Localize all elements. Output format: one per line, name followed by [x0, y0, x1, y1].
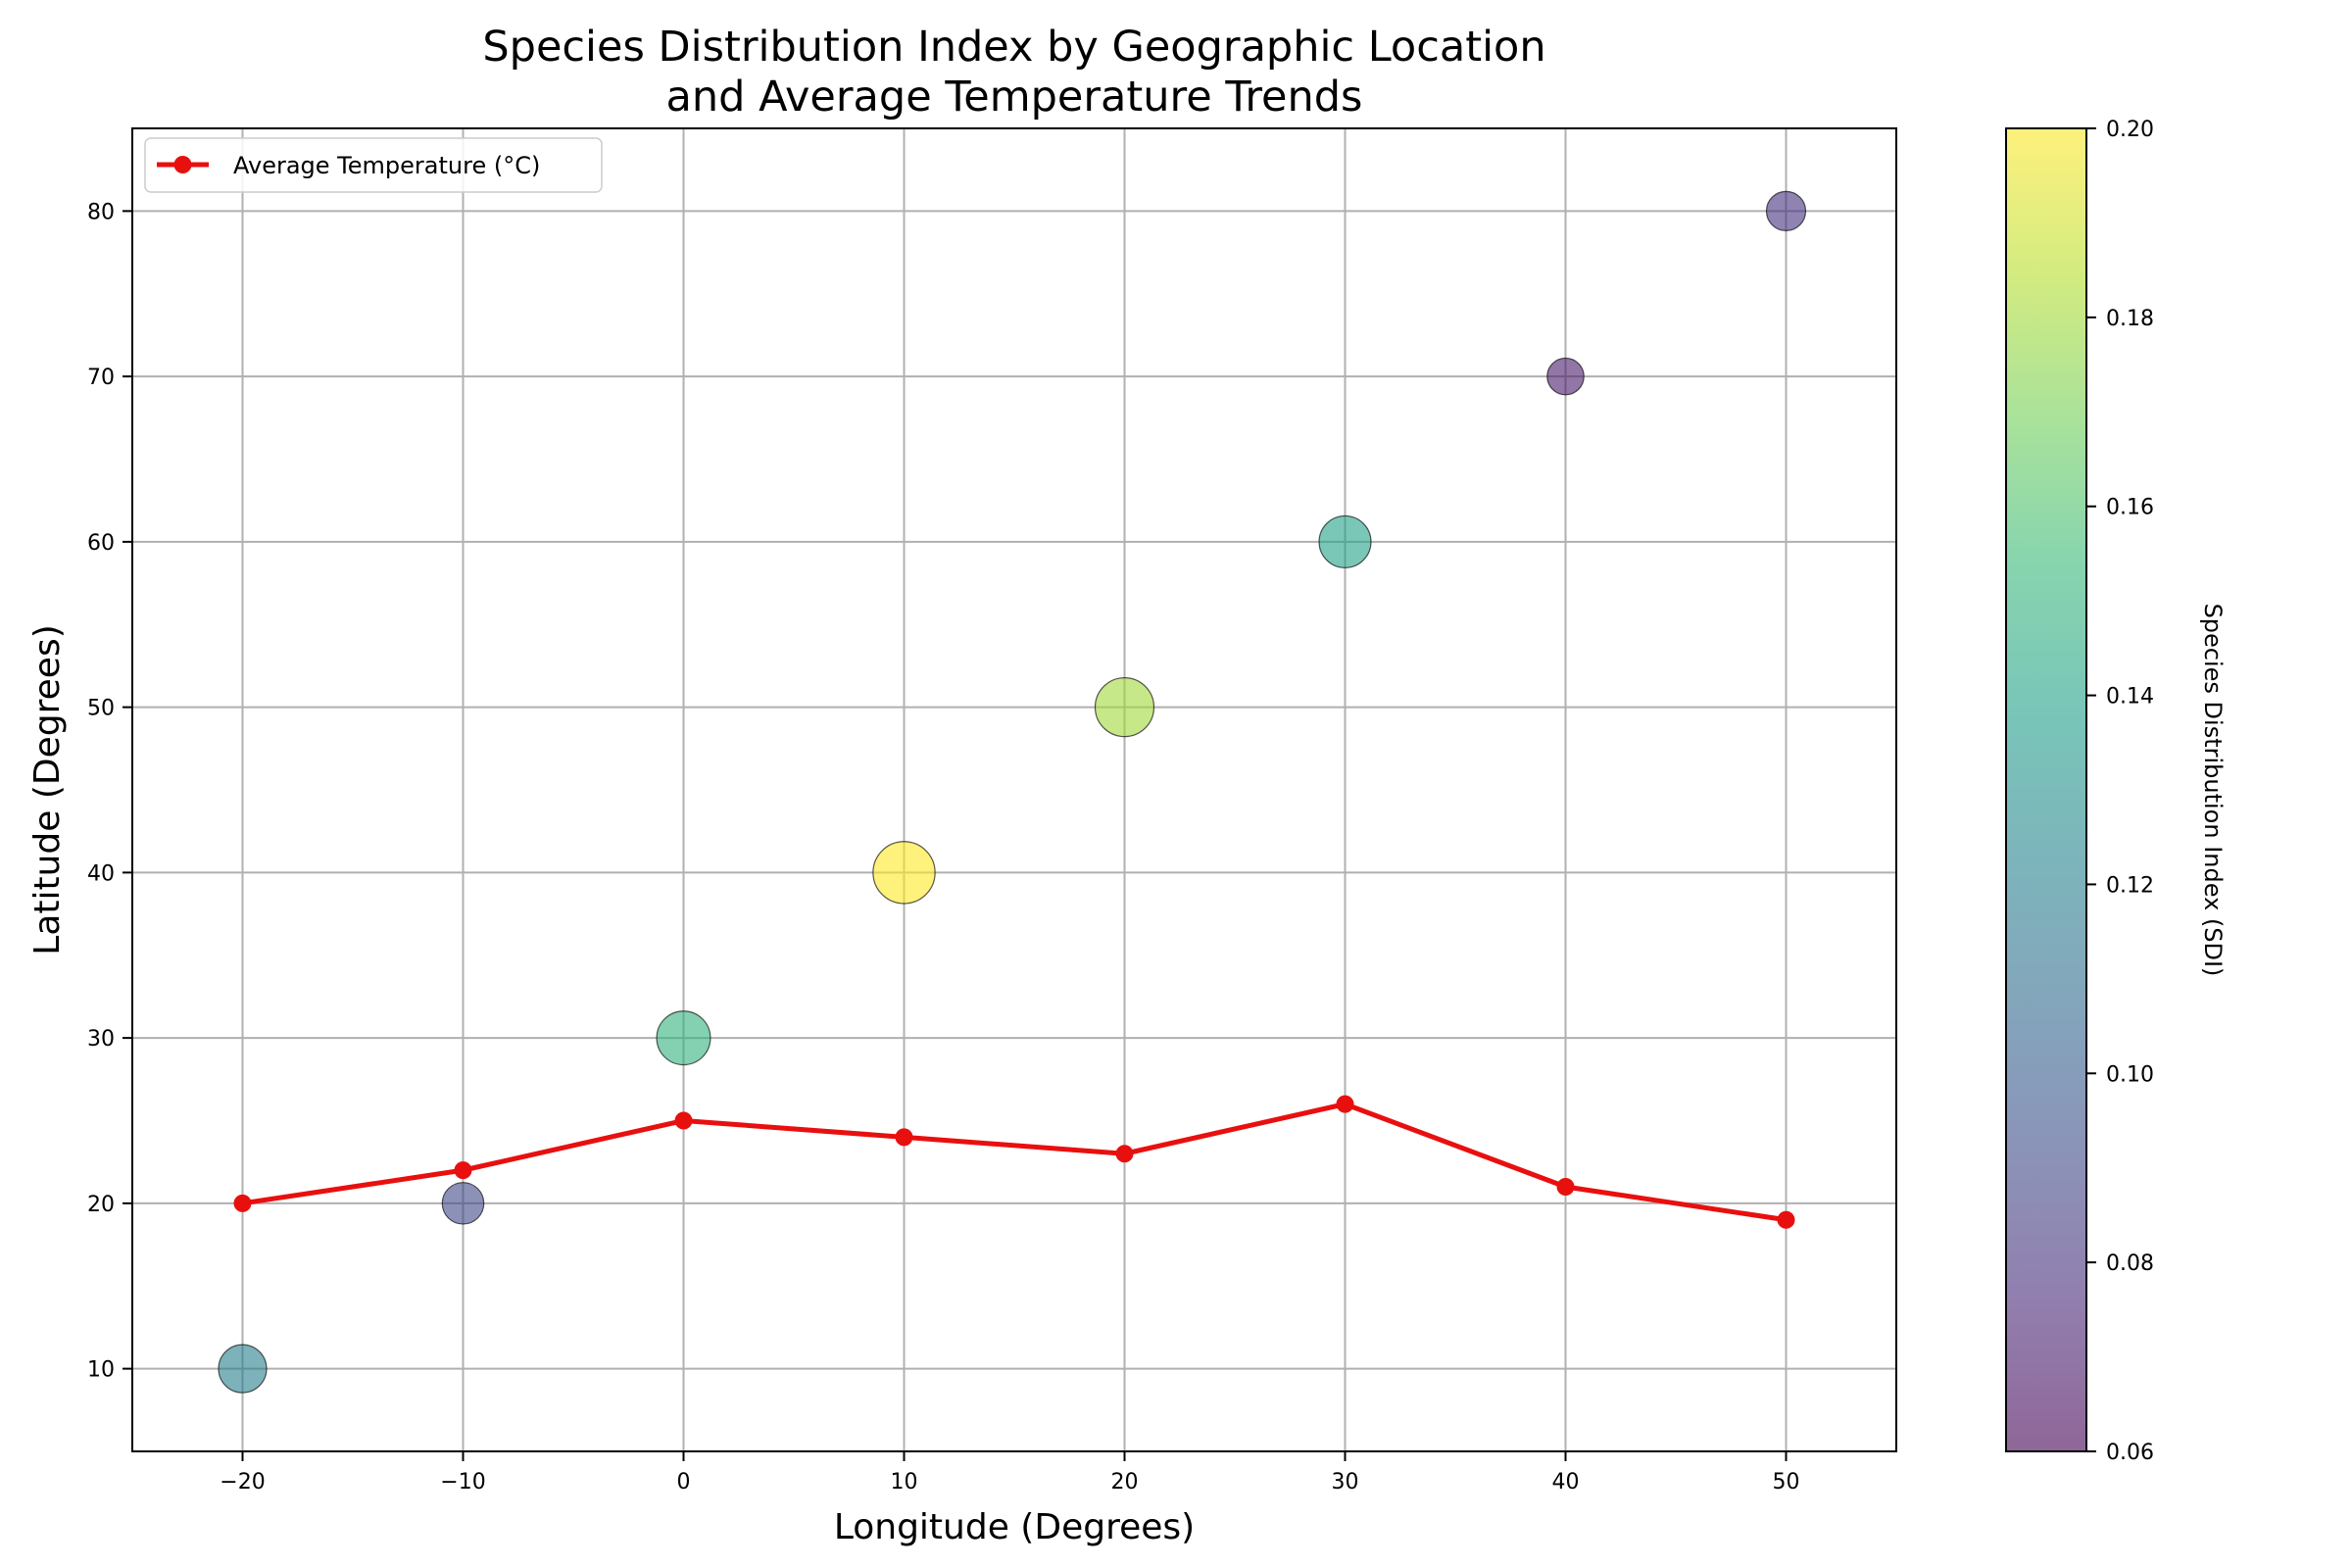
x-tick-label: 50 — [1773, 1470, 1800, 1494]
colorbar-label: Species Distribution Index (SDI) — [2199, 604, 2227, 977]
temperature-series — [233, 1095, 1795, 1229]
x-axis-title: Longitude (Degrees) — [834, 1507, 1195, 1547]
temperature-point — [895, 1128, 913, 1147]
sdi-point — [656, 1010, 711, 1066]
colorbar-ticks: 0.06 0.08 0.10 0.12 0.14 0.16 0.18 0.20 — [2086, 118, 2154, 1465]
sdi-point — [441, 1182, 485, 1225]
sdi-point — [1546, 357, 1585, 396]
temperature-point — [1115, 1145, 1134, 1163]
colorbar-tick-label: 0.10 — [2106, 1062, 2154, 1087]
x-tick-label: 10 — [891, 1470, 918, 1494]
colorbar-tick-label: 0.12 — [2106, 873, 2154, 898]
colorbar-tick-label: 0.14 — [2106, 685, 2154, 710]
y-tick-label: 40 — [87, 861, 115, 886]
y-tick-label: 60 — [87, 531, 115, 556]
y-tick-label: 70 — [87, 366, 115, 390]
x-axis: −20 −10 0 10 20 30 40 50 — [220, 1451, 1800, 1494]
legend-label: Average Temperature (°C) — [233, 152, 540, 179]
x-tick-label: 20 — [1111, 1470, 1139, 1494]
legend-marker-swatch — [173, 156, 192, 173]
temperature-point — [233, 1194, 252, 1212]
y-tick-label: 80 — [87, 200, 115, 224]
temperature-point — [1556, 1178, 1575, 1196]
colorbar-tick-label: 0.16 — [2106, 496, 2154, 520]
y-tick-label: 50 — [87, 697, 115, 721]
colorbar-tick-label: 0.06 — [2106, 1441, 2154, 1465]
colorbar-tick-label: 0.18 — [2106, 307, 2154, 331]
temperature-line — [242, 1102, 1787, 1223]
temperature-point — [454, 1161, 472, 1180]
legend: Average Temperature (°C) — [144, 137, 603, 193]
y-tick-label: 30 — [87, 1027, 115, 1052]
chart-title-line-1: Species Distribution Index by Geographic… — [482, 23, 1545, 72]
temperature-point — [674, 1111, 693, 1130]
x-tick-label: 30 — [1332, 1470, 1359, 1494]
temperature-point — [1777, 1210, 1795, 1229]
sdi-point — [218, 1344, 268, 1394]
y-tick-label: 10 — [87, 1358, 115, 1383]
y-axis-title: Latitude (Degrees) — [27, 624, 68, 955]
sdi-point — [1765, 190, 1807, 231]
colorbar-gradient — [2006, 128, 2086, 1451]
colorbar: 0.06 0.08 0.10 0.12 0.14 0.16 0.18 0.20 Species… — [2005, 118, 2227, 1465]
sdi-point — [1094, 677, 1155, 738]
x-tick-label: 40 — [1552, 1470, 1580, 1494]
colorbar-tick-label: 0.20 — [2106, 118, 2154, 142]
temperature-point — [1336, 1095, 1354, 1113]
plot-frame — [131, 127, 1897, 1452]
x-tick-label: −20 — [220, 1470, 265, 1494]
colorbar-tick-label: 0.08 — [2106, 1251, 2154, 1276]
sdi-point — [1318, 514, 1372, 568]
y-tick-label: 20 — [87, 1193, 115, 1217]
x-tick-label: 0 — [677, 1470, 691, 1494]
grid — [132, 128, 1896, 1451]
legend-box — [144, 137, 603, 193]
y-axis: 10 20 30 40 50 60 70 80 — [87, 200, 132, 1383]
sdi-point — [872, 841, 936, 905]
chart-title-line-2: and Average Temperature Trends — [666, 73, 1363, 122]
sdi-scatter-series — [218, 190, 1807, 1394]
colorbar-frame — [2005, 127, 2087, 1452]
x-tick-label: −10 — [440, 1470, 485, 1494]
